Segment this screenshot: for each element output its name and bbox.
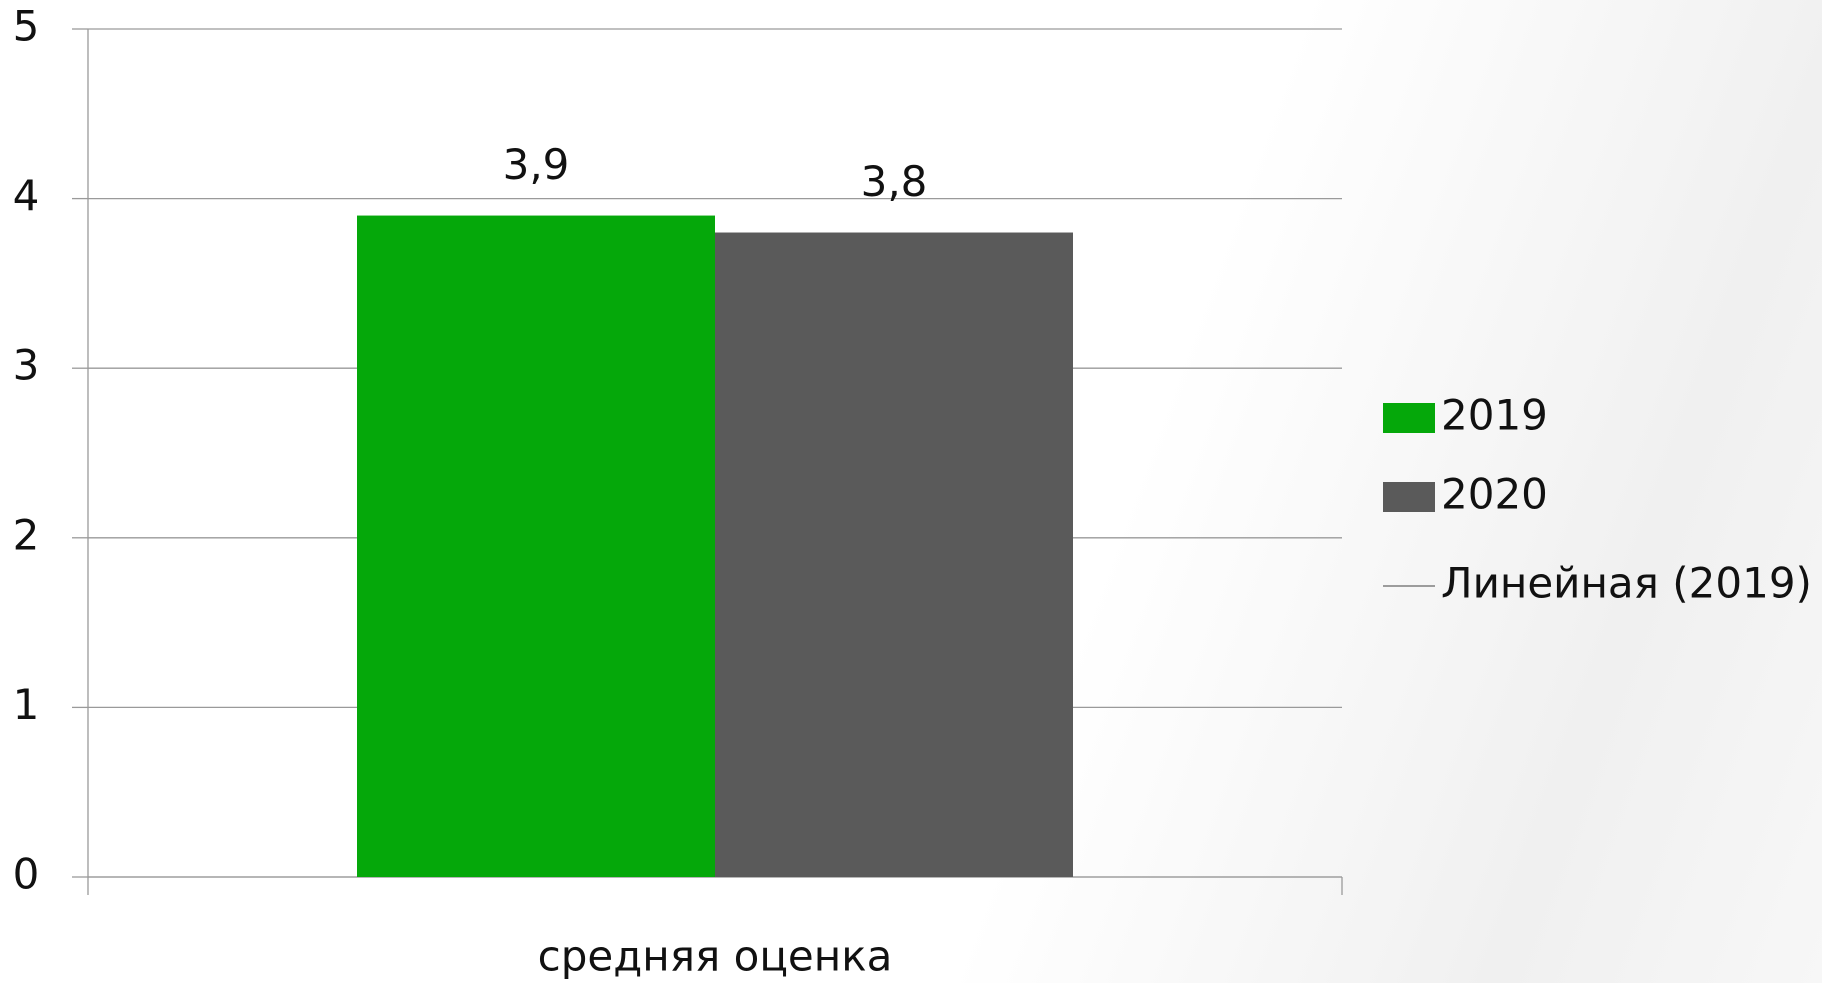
y-tick-label: 2 [13, 510, 40, 559]
y-tick-label: 1 [13, 680, 40, 729]
y-tick-label: 5 [13, 2, 40, 51]
bar [715, 232, 1073, 877]
x-tick-label: средняя оценка [538, 932, 893, 981]
bar [357, 215, 715, 877]
legend-label: 2020 [1441, 470, 1548, 519]
y-tick-label: 0 [13, 850, 40, 899]
legend-label: 2019 [1441, 391, 1548, 440]
legend-label: Линейная (2019) [1441, 559, 1812, 608]
data-label: 3,8 [861, 157, 928, 206]
legend-swatch [1383, 403, 1435, 433]
y-tick-label: 4 [13, 171, 40, 220]
data-label: 3,9 [503, 140, 570, 189]
y-tick-label: 3 [13, 341, 40, 390]
legend-swatch [1383, 482, 1435, 512]
